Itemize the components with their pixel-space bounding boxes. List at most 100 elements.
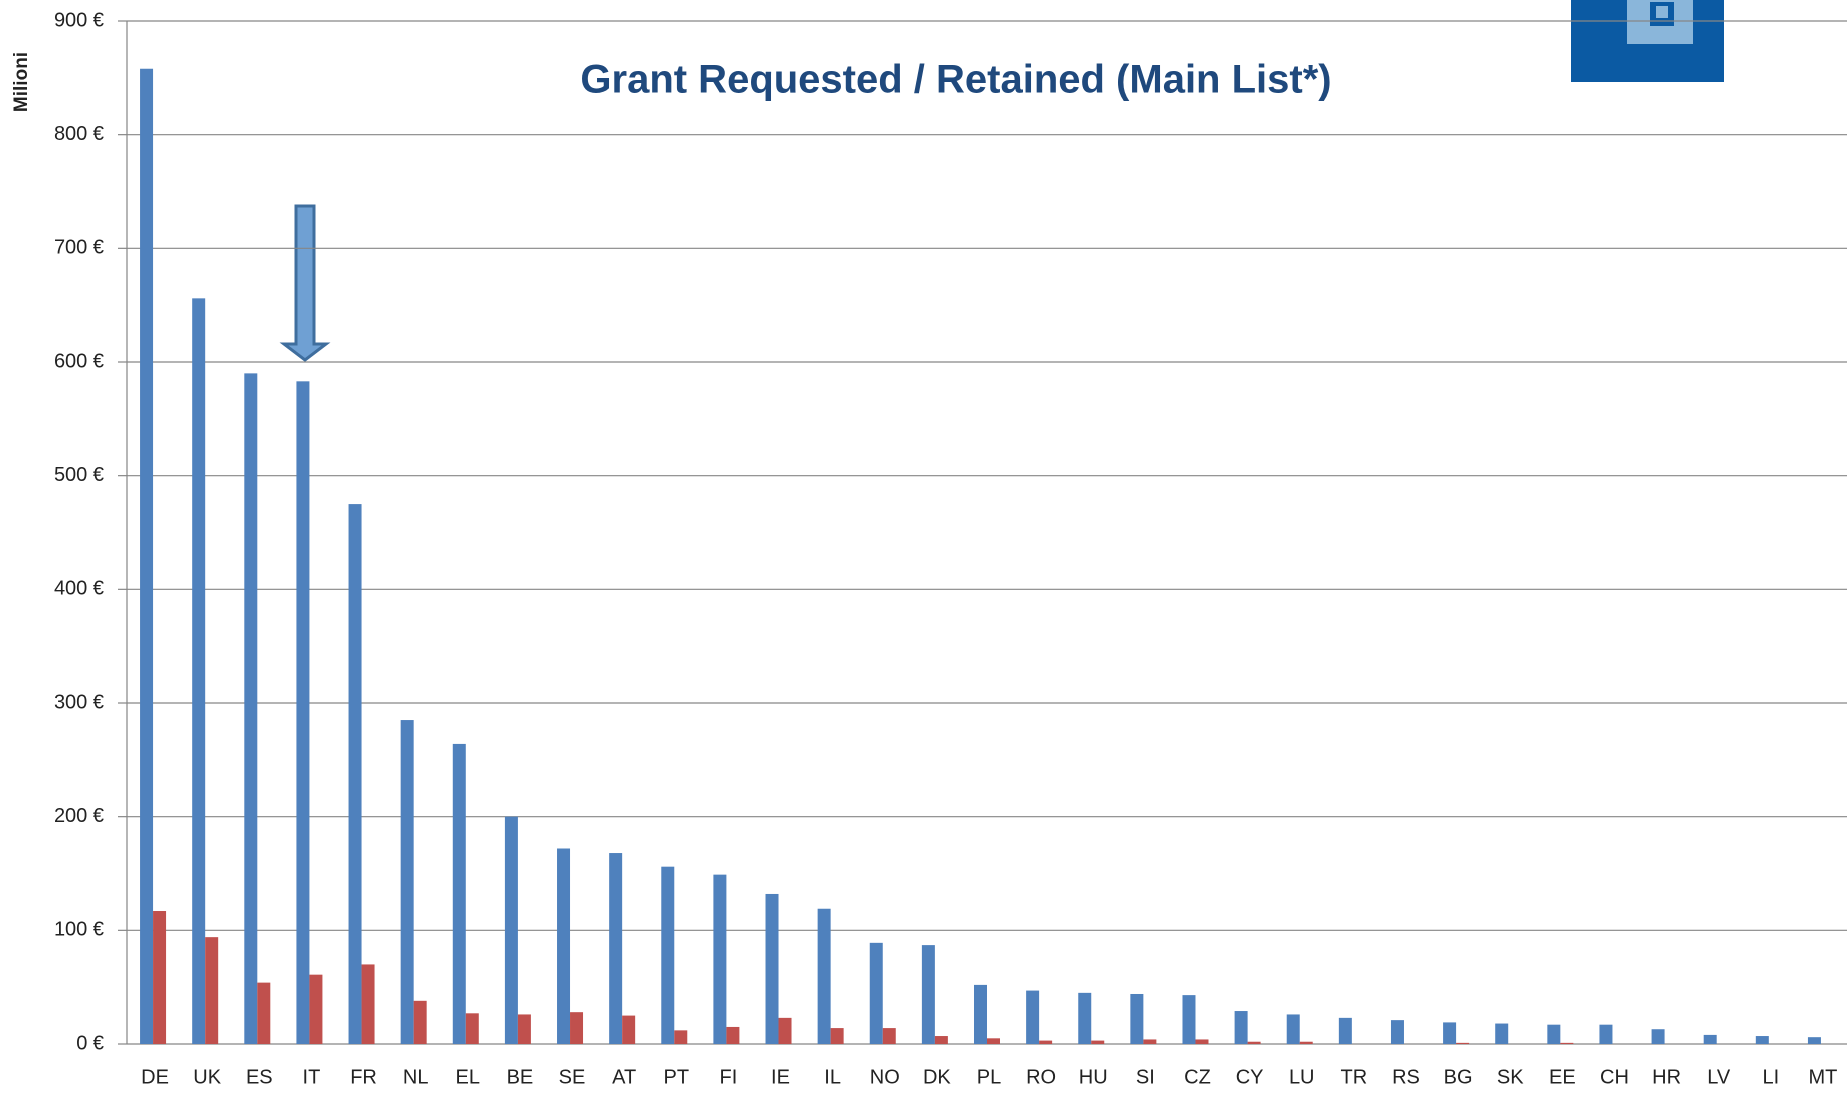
y-tick-label: 800 € bbox=[54, 123, 104, 145]
x-tick-label: SK bbox=[1497, 1066, 1524, 1088]
bar bbox=[1091, 1040, 1105, 1044]
bar bbox=[726, 1026, 740, 1044]
bar bbox=[713, 874, 727, 1044]
x-tick-label: SI bbox=[1136, 1066, 1155, 1088]
x-tick-label: FR bbox=[350, 1066, 377, 1088]
x-tick-label: MT bbox=[1808, 1066, 1837, 1088]
bar bbox=[1286, 1014, 1300, 1044]
bar bbox=[661, 866, 675, 1044]
y-tick-label: 0 € bbox=[76, 1032, 104, 1054]
bar bbox=[1026, 990, 1040, 1044]
bar bbox=[1807, 1037, 1821, 1044]
bar bbox=[1456, 1042, 1470, 1044]
x-tick-label: LI bbox=[1762, 1066, 1779, 1088]
bar bbox=[1247, 1041, 1261, 1044]
bar bbox=[1547, 1024, 1561, 1044]
x-tick-label: IL bbox=[824, 1066, 841, 1088]
y-tick-label: 300 € bbox=[54, 691, 104, 713]
y-tick-label: 100 € bbox=[54, 919, 104, 941]
x-tick-label: AT bbox=[612, 1066, 636, 1088]
bar bbox=[205, 937, 219, 1044]
arrow bbox=[279, 204, 331, 362]
x-tick-label: IT bbox=[303, 1066, 321, 1088]
bar bbox=[609, 853, 623, 1044]
bar bbox=[622, 1015, 636, 1044]
x-tick-label: EL bbox=[456, 1066, 480, 1088]
bar bbox=[348, 504, 362, 1044]
x-tick-label: SE bbox=[559, 1066, 586, 1088]
bar bbox=[830, 1028, 844, 1044]
bar bbox=[1443, 1022, 1457, 1044]
y-tick-label: 700 € bbox=[54, 237, 104, 259]
bar bbox=[1182, 995, 1196, 1044]
y-tick-label: 500 € bbox=[54, 464, 104, 486]
x-tick-label: CY bbox=[1236, 1066, 1264, 1088]
bar bbox=[1599, 1024, 1613, 1044]
bar bbox=[244, 373, 258, 1044]
x-tick-label: CZ bbox=[1184, 1066, 1211, 1088]
bar bbox=[517, 1014, 531, 1044]
bar bbox=[570, 1012, 584, 1044]
bar bbox=[504, 816, 518, 1044]
x-tick-label: UK bbox=[193, 1066, 221, 1088]
x-tick-label: PT bbox=[663, 1066, 689, 1088]
bar bbox=[361, 964, 375, 1044]
bar bbox=[192, 298, 206, 1044]
x-tick-label: IE bbox=[771, 1066, 790, 1088]
bar bbox=[1651, 1029, 1665, 1044]
x-tick-label: ES bbox=[246, 1066, 273, 1088]
bar bbox=[1495, 1023, 1509, 1044]
x-tick-label: EE bbox=[1549, 1066, 1576, 1088]
bar bbox=[1338, 1017, 1352, 1044]
bar bbox=[400, 720, 414, 1044]
x-tick-label: DK bbox=[923, 1066, 951, 1088]
x-tick-label: CH bbox=[1600, 1066, 1629, 1088]
bar bbox=[1130, 993, 1144, 1044]
x-tick-label: LV bbox=[1707, 1066, 1731, 1088]
bar bbox=[1143, 1039, 1157, 1044]
bar bbox=[934, 1036, 948, 1044]
bar bbox=[557, 848, 571, 1044]
x-tick-label: BE bbox=[507, 1066, 534, 1088]
bar bbox=[778, 1017, 792, 1044]
bar bbox=[1390, 1020, 1404, 1044]
bar bbox=[921, 945, 935, 1044]
x-tick-label: LU bbox=[1289, 1066, 1315, 1088]
bar bbox=[1195, 1039, 1209, 1044]
bar bbox=[817, 908, 831, 1044]
y-axis-label: Milioni bbox=[11, 52, 32, 112]
bar bbox=[869, 942, 883, 1044]
bar bbox=[1078, 992, 1092, 1044]
bar bbox=[1703, 1034, 1717, 1044]
bar bbox=[452, 743, 466, 1044]
x-tick-label: RS bbox=[1392, 1066, 1420, 1088]
y-tick-label: 400 € bbox=[54, 578, 104, 600]
bar bbox=[674, 1030, 688, 1044]
bar bbox=[1560, 1042, 1574, 1044]
x-tick-label: DE bbox=[141, 1066, 169, 1088]
bar bbox=[1755, 1036, 1769, 1044]
bar bbox=[765, 893, 779, 1044]
bar bbox=[465, 1013, 479, 1044]
y-tick-label: 200 € bbox=[54, 805, 104, 827]
bar bbox=[309, 974, 323, 1044]
bar bbox=[257, 982, 271, 1044]
bar bbox=[140, 68, 154, 1045]
bar bbox=[974, 984, 987, 1044]
x-tick-label: HR bbox=[1652, 1066, 1681, 1088]
logo-dot bbox=[1656, 6, 1668, 18]
y-tick-label: 600 € bbox=[54, 350, 104, 372]
bar bbox=[413, 1000, 427, 1044]
bar bbox=[882, 1028, 896, 1044]
y-tick-label: 900 € bbox=[54, 9, 104, 31]
x-tick-label: PL bbox=[977, 1066, 1001, 1088]
chart-title: Grant Requested / Retained (Main List*) bbox=[580, 58, 1331, 102]
bar bbox=[1299, 1041, 1313, 1044]
x-tick-label: NO bbox=[870, 1066, 900, 1088]
x-tick-label: TR bbox=[1341, 1066, 1368, 1088]
x-tick-label: FI bbox=[720, 1066, 738, 1088]
bar bbox=[153, 911, 167, 1044]
x-tick-label: NL bbox=[403, 1066, 429, 1088]
bar bbox=[296, 381, 310, 1044]
